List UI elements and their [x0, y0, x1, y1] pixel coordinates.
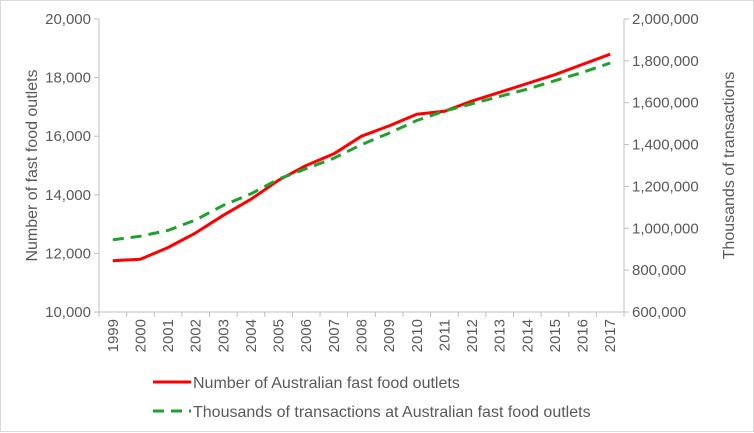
y-tick-label-left: 18,000: [45, 70, 91, 87]
y-tick-label-right: 1,400,000: [632, 137, 699, 154]
y-tick-label-left: 16,000: [45, 128, 91, 145]
y-axis-title-right: Thousands of transactions: [721, 72, 738, 260]
y-tick-label-left: 10,000: [45, 304, 91, 321]
x-tick-label: 2006: [298, 319, 315, 352]
x-tick-label: 2012: [464, 319, 481, 352]
x-tick-label: 2009: [381, 319, 398, 352]
x-tick-label: 2013: [492, 319, 509, 352]
y-tick-label-left: 12,000: [45, 245, 91, 262]
x-tick-label: 2007: [326, 319, 343, 352]
legend-label-2: Thousands of transactions at Australian …: [193, 404, 591, 421]
y-tick-label-right: 1,200,000: [632, 178, 699, 195]
y-tick-label-right: 800,000: [632, 262, 686, 279]
y-tick-label-right: 2,000,000: [632, 11, 699, 28]
x-tick-label: 2010: [409, 319, 426, 352]
y-axis-title-left: Number of fast food outlets: [24, 69, 41, 261]
y-tick-label-right: 1,000,000: [632, 220, 699, 237]
x-tick-label: 2002: [188, 319, 205, 352]
series-line-1: [112, 52, 611, 263]
y-tick-label-right: 1,800,000: [632, 53, 699, 70]
x-tick-label: 2000: [132, 319, 149, 352]
x-tick-label: 2008: [354, 319, 371, 352]
x-tick-label: 1999: [105, 319, 122, 352]
y-tick-label-left: 20,000: [45, 11, 91, 28]
x-tick-label: 2014: [519, 319, 536, 352]
x-tick-label: 2005: [271, 319, 288, 352]
y-tick-label-right: 600,000: [632, 304, 686, 321]
x-tick-label: 2016: [575, 319, 592, 352]
x-tick-label: 2015: [547, 319, 564, 352]
axes: 10,000 12,000 14,000 16,000 18,000 20,000 600,…: [45, 11, 699, 352]
x-tick-label: 2004: [243, 319, 260, 352]
legend: Number of Australian fast food outlets Th…: [153, 375, 591, 421]
x-tick-label: 2011: [436, 319, 453, 351]
x-tick-label: 2017: [602, 319, 619, 352]
series-lines: [112, 52, 611, 263]
y-tick-label-left: 14,000: [45, 187, 91, 204]
x-tick-label: 2001: [160, 319, 177, 352]
y-tick-label-right: 1,600,000: [632, 95, 699, 112]
series-line-2: [112, 61, 611, 242]
legend-label-1: Number of Australian fast food outlets: [193, 375, 460, 392]
x-tick-label: 2003: [215, 319, 232, 352]
